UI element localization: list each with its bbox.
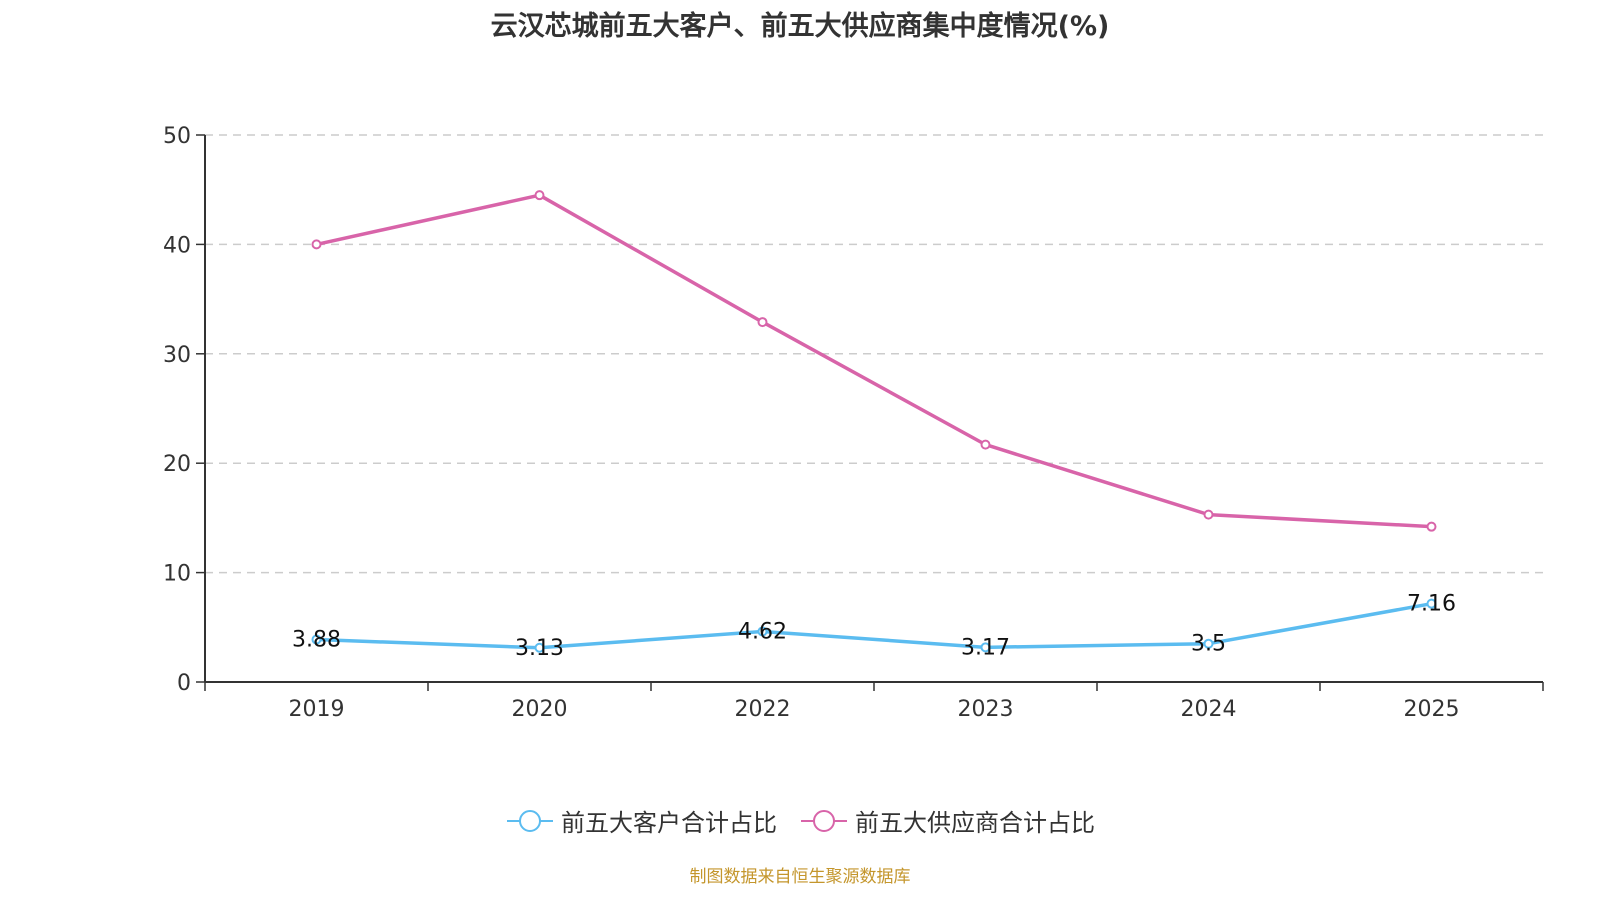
data-point <box>1426 521 1437 532</box>
axes: 0 10 20 30 40 50 2019 2020 2022 2023 2024 2025 <box>163 124 1544 722</box>
x-tick-label: 2022 <box>735 697 791 722</box>
data-label: 4.62 <box>738 619 787 644</box>
grid-lines <box>205 134 1543 574</box>
legend-marker-icon <box>801 809 847 832</box>
source-note: 制图数据来自恒生聚源数据库 <box>689 867 911 887</box>
legend-label: 前五大供应商合计占比 <box>855 809 1095 837</box>
data-label: 3.13 <box>515 636 564 661</box>
y-tick-label: 50 <box>163 124 191 149</box>
data-point <box>757 626 768 637</box>
y-tick-label: 40 <box>163 233 191 258</box>
data-point <box>757 317 768 328</box>
data-point <box>1426 598 1437 609</box>
y-tick-label: 0 <box>177 671 191 696</box>
x-tick-label: 2019 <box>289 697 345 722</box>
data-point <box>1203 638 1214 649</box>
data-point <box>534 190 545 201</box>
data-label: 7.16 <box>1407 592 1456 617</box>
series-line-0 <box>316 601 1432 650</box>
legend-item-customers[interactable]: 前五大客户合计占比 <box>505 803 777 838</box>
data-point <box>311 634 322 645</box>
data-label: 3.17 <box>961 635 1010 660</box>
x-tick-label: 2024 <box>1181 697 1237 722</box>
data-label: 3.5 <box>1191 632 1226 657</box>
data-labels: 3.88 3.13 4.62 3.17 3.5 7.16 <box>292 592 1456 661</box>
series-line-1 <box>316 193 1432 529</box>
y-tick-label: 20 <box>163 452 191 477</box>
data-point <box>980 642 991 653</box>
series <box>311 190 1437 653</box>
data-point <box>1203 509 1214 520</box>
x-tick-label: 2020 <box>512 697 568 722</box>
legend-marker-icon <box>507 809 553 832</box>
y-tick-label: 10 <box>163 562 191 587</box>
chart-title: 云汉芯城前五大客户、前五大供应商集中度情况(%) <box>490 11 1110 42</box>
data-point <box>980 439 991 450</box>
data-label: 3.88 <box>292 628 341 653</box>
legend: 前五大客户合计占比 前五大供应商合计占比 <box>0 803 1600 838</box>
legend-label: 前五大客户合计占比 <box>561 809 777 837</box>
y-tick-label: 30 <box>163 343 191 368</box>
x-tick-label: 2025 <box>1404 697 1460 722</box>
data-point <box>311 239 322 250</box>
x-tick-label: 2023 <box>958 697 1014 722</box>
legend-item-suppliers[interactable]: 前五大供应商合计占比 <box>799 803 1095 838</box>
data-point <box>534 642 545 653</box>
